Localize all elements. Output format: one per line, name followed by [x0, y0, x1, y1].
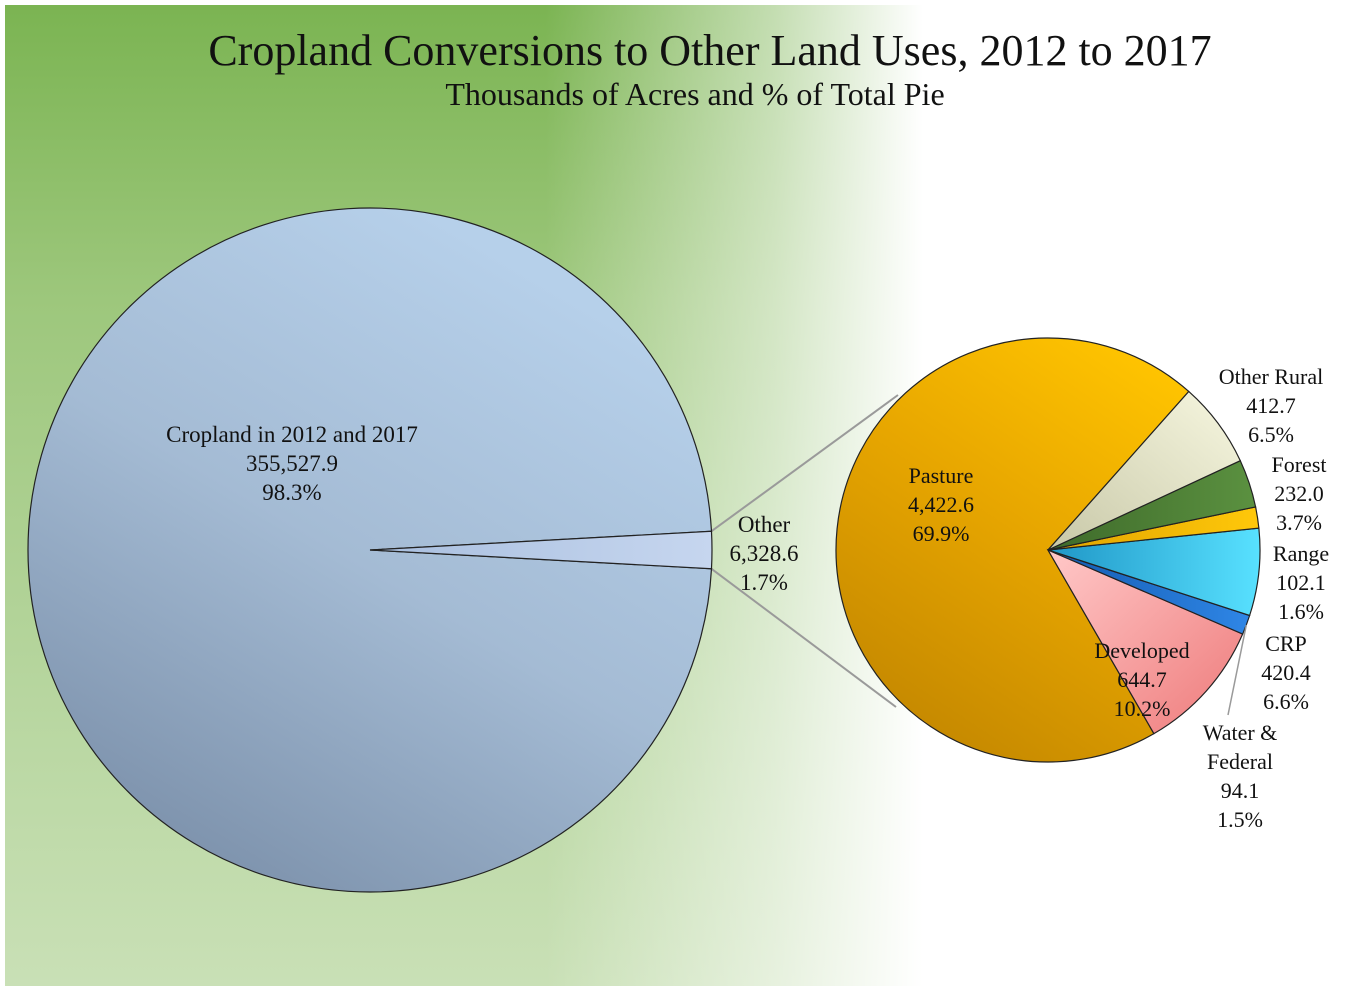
breakout-pie [835, 337, 1261, 763]
pie-slice-cropland-in-2012-and-2017 [27, 207, 713, 893]
label-range: Range 102.1 1.6% [1273, 541, 1329, 624]
chart-title: Cropland Conversions to Other Land Uses,… [208, 26, 1212, 75]
label-crp: CRP 420.4 6.6% [1261, 631, 1311, 714]
connector-line-bottom [710, 567, 897, 708]
pie-slice-pasture [835, 337, 1190, 763]
leader-line-water-federal [1227, 624, 1248, 716]
connector-line-top [710, 394, 899, 533]
main-pie [27, 207, 713, 893]
label-other: Other 6,328.6 1.7% [730, 512, 799, 595]
pie-slice-other-rural [1047, 390, 1242, 551]
label-pasture: Pasture 4,422.6 69.9% [908, 463, 974, 546]
label-developed: Developed 644.7 10.2% [1094, 638, 1189, 721]
label-cropland-in-2012-and-2017: Cropland in 2012 and 2017 355,527.9 98.3% [166, 422, 418, 505]
label-other-rural: Other Rural 412.7 6.5% [1219, 364, 1323, 447]
chart-subtitle: Thousands of Acres and % of Total Pie [445, 76, 945, 112]
label-water-federal: Water & Federal 94.1 1.5% [1203, 720, 1278, 832]
label-forest: Forest 232.0 3.7% [1272, 452, 1327, 535]
pie-slice-other [369, 530, 713, 570]
pie-slice-developed [1046, 548, 1244, 735]
slice-labels: Cropland in 2012 and 2017 355,527.9 98.3% O… [166, 364, 1329, 832]
breakout-connector-lines [710, 394, 899, 708]
